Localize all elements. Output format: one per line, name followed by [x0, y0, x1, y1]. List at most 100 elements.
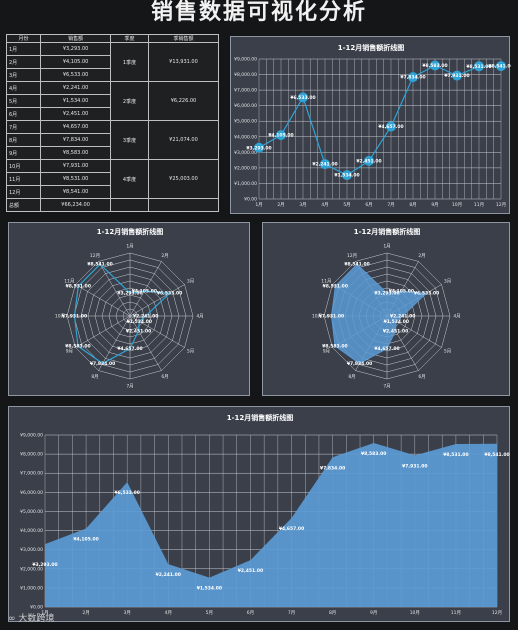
data-label: ¥1,534.00 — [334, 173, 359, 179]
radar-spoke — [129, 261, 162, 317]
sales-cell: ¥7,931.00 — [40, 159, 112, 173]
quarter-cell: 3季度 — [110, 120, 149, 160]
data-label: ¥7,931.00 — [444, 73, 469, 79]
area-chart-panel: 1-12月销售额折线图 ¥0.00 ¥1,000.00 ¥2,000.00 ¥3,000… — [8, 406, 510, 622]
y-tick-label: ¥3,000.00 — [20, 547, 43, 553]
category-label: 5月 — [187, 349, 194, 355]
category-label: 4月 — [453, 314, 460, 320]
y-tick-label: ¥0.00 — [30, 605, 43, 611]
y-tick-label: ¥1,000.00 — [20, 585, 43, 591]
table-header-row: 月份 销售额 季度 季销售额 — [5, 34, 220, 43]
category-label: 3月 — [444, 279, 451, 285]
sales-cell: ¥2,241.00 — [40, 81, 112, 95]
table-row: 3月 ¥6,533.00 — [5, 68, 219, 82]
data-label: ¥1,534.00 — [197, 586, 222, 592]
watermark-text: 大数跨境 — [18, 614, 55, 624]
month-cell: 7月 — [5, 120, 42, 134]
x-tick-label: 11月 — [451, 610, 461, 616]
x-tick-label: 11月 — [474, 202, 484, 208]
quarter-cell: 2季度 — [110, 81, 149, 121]
category-label: 7月 — [126, 384, 133, 390]
table-row: 8月 ¥7,834.00 — [5, 133, 219, 147]
category-label: 7月 — [383, 384, 390, 390]
quarter-sales-cell: ¥25,003.00 — [147, 159, 220, 199]
data-label: ¥6,533.00 — [157, 291, 182, 297]
data-point — [452, 70, 462, 81]
header-quarter: 季度 — [110, 34, 149, 43]
sales-cell: ¥1,534.00 — [40, 94, 112, 108]
x-tick-label: 7月 — [387, 202, 394, 208]
watermark: ∞ 大数跨境 — [8, 611, 54, 624]
month-cell: 3月 — [5, 68, 42, 82]
sales-cell: ¥6,533.00 — [40, 68, 112, 82]
header-month: 月份 — [5, 34, 42, 43]
y-tick-label: ¥7,000.00 — [20, 471, 43, 477]
x-tick-label: 9月 — [431, 202, 438, 208]
data-label: ¥2,451.00 — [356, 158, 381, 164]
x-tick-label: 6月 — [365, 202, 372, 208]
category-label: 12月 — [347, 253, 357, 259]
data-label: ¥8,583.00 — [322, 344, 347, 350]
y-tick-label: ¥9,000.00 — [234, 57, 257, 63]
x-tick-label: 12月 — [492, 610, 502, 616]
data-point — [364, 155, 374, 166]
sales-table: 月份 销售额 季度 季销售额 1月 ¥3,293.00 1季度 ¥13,931.… — [5, 34, 220, 212]
data-label: ¥8,531.00 — [443, 452, 468, 458]
category-label: 10月 — [312, 314, 322, 320]
x-tick-label: 12月 — [496, 202, 506, 208]
table-row: 6月 ¥2,451.00 — [5, 107, 219, 121]
category-label: 10月 — [55, 314, 65, 320]
x-tick-label: 5月 — [343, 202, 350, 208]
radar-chart-panel: 1-12月销售额折线图 1月 2月 3月 4月 5月 6月 7月 8月 9月 10月 11月 12月 ¥3… — [8, 222, 250, 396]
month-cell: 9月 — [5, 146, 42, 160]
data-label: ¥2,451.00 — [238, 568, 263, 574]
header-quarter-sales: 季销售额 — [147, 34, 220, 43]
data-label: ¥8,531.00 — [466, 64, 491, 70]
y-tick-label: ¥9,000.00 — [20, 433, 43, 439]
month-cell: 2月 — [5, 55, 42, 69]
chart-title: 1-12月销售额折线图 — [338, 43, 405, 52]
x-tick-label: 9月 — [370, 610, 377, 616]
x-tick-label: 6月 — [247, 610, 254, 616]
x-tick-label: 8月 — [409, 202, 416, 208]
page-title: 销售数据可视化分析 — [150, 0, 367, 25]
data-label: ¥4,657.00 — [117, 346, 142, 352]
x-tick-label: 4月 — [165, 610, 172, 616]
data-label: ¥8,541.00 — [488, 64, 511, 70]
data-point — [298, 92, 308, 103]
radar-spoke — [75, 284, 131, 317]
y-tick-label: ¥0.00 — [244, 197, 257, 203]
y-tick-label: ¥7,000.00 — [234, 88, 257, 94]
quarter-sales-cell: ¥13,931.00 — [147, 42, 220, 82]
month-cell: 10月 — [5, 159, 42, 173]
data-label: ¥2,241.00 — [390, 314, 415, 320]
data-point — [320, 159, 330, 170]
data-label: ¥8,541.00 — [484, 452, 509, 458]
empty-cell — [110, 198, 149, 212]
data-label: ¥3,293.00 — [374, 290, 399, 296]
category-label: 1月 — [126, 244, 133, 250]
y-tick-label: ¥6,000.00 — [20, 490, 43, 496]
x-tick-label: 4月 — [321, 202, 328, 208]
category-label: 11月 — [321, 279, 331, 285]
x-tick-label: 1月 — [255, 202, 262, 208]
y-tick-label: ¥5,000.00 — [20, 509, 43, 515]
radar-spoke — [129, 284, 185, 317]
data-label: ¥8,541.00 — [344, 262, 369, 268]
x-tick-label: 2月 — [82, 610, 89, 616]
radar-series — [73, 263, 171, 365]
data-label: ¥3,293.00 — [117, 290, 142, 296]
category-label: 2月 — [161, 253, 168, 259]
x-tick-label: 5月 — [206, 610, 213, 616]
data-label: ¥2,451.00 — [126, 328, 151, 334]
radar-spoke — [129, 315, 162, 371]
month-cell: 8月 — [5, 133, 42, 147]
sales-cell: ¥4,657.00 — [40, 120, 112, 134]
data-point — [496, 61, 506, 72]
y-tick-label: ¥4,000.00 — [20, 528, 43, 534]
y-tick-label: ¥4,000.00 — [234, 134, 257, 140]
header-sales: 销售额 — [40, 34, 112, 43]
area-chart: 1-12月销售额折线图 ¥0.00 ¥1,000.00 ¥2,000.00 ¥3,000… — [20, 413, 510, 616]
data-label: ¥8,541.00 — [87, 262, 112, 268]
watermark-logo-icon: ∞ — [8, 614, 19, 624]
